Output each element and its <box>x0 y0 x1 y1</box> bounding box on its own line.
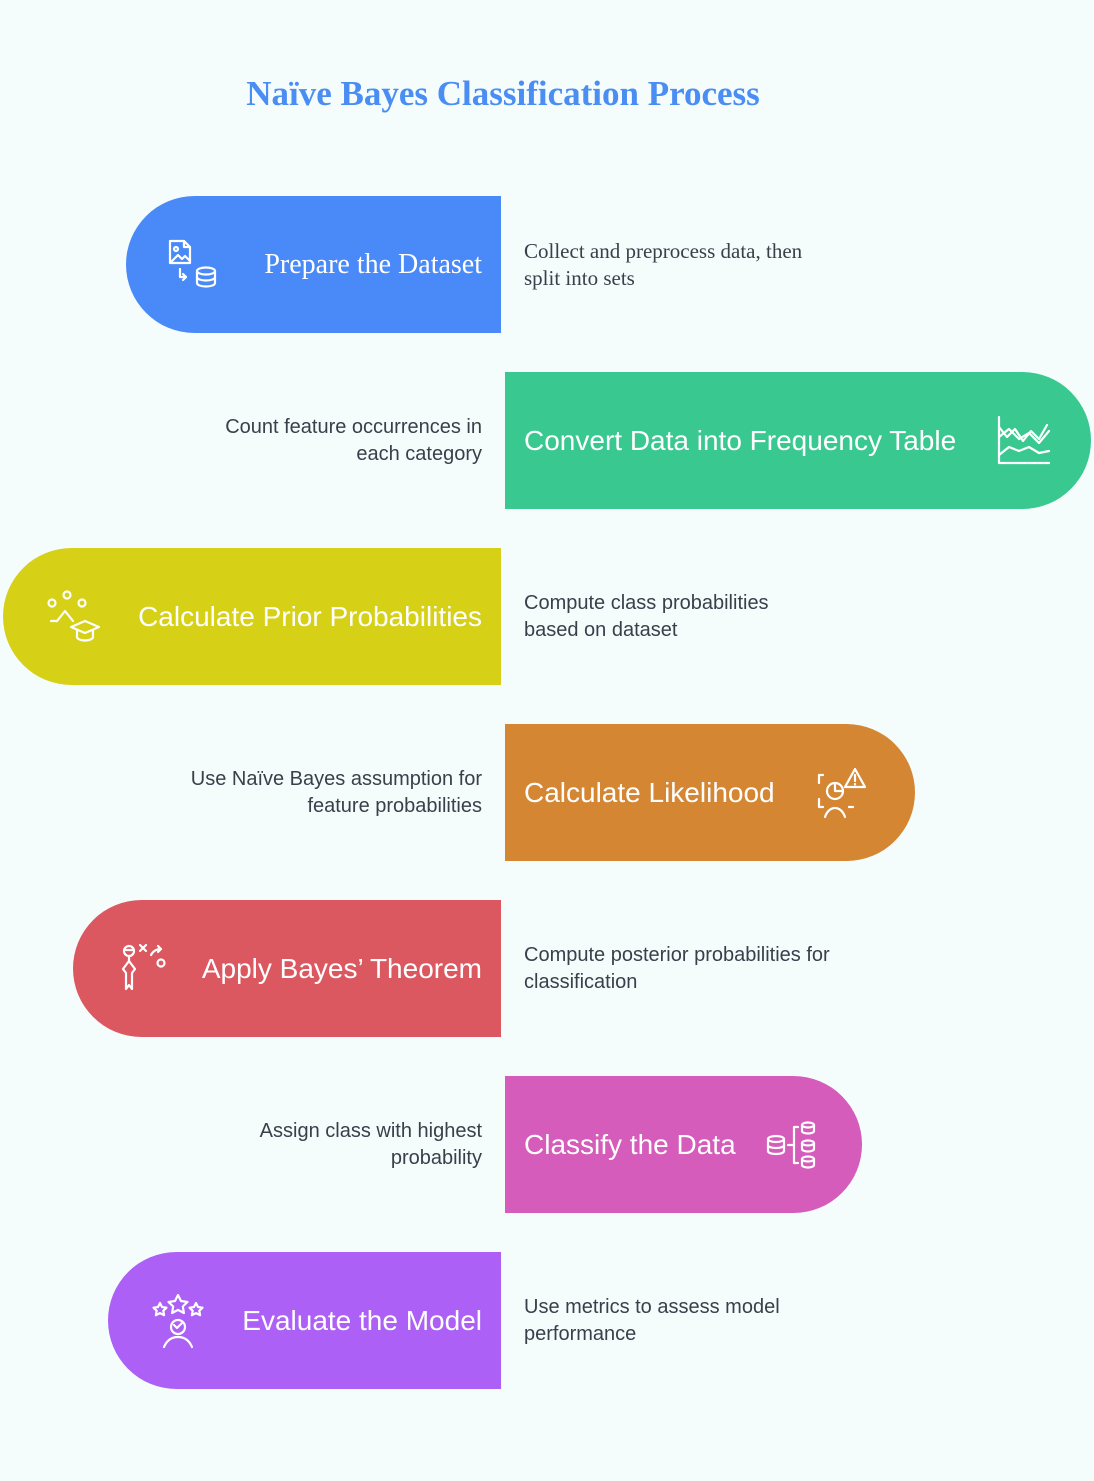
step-3-pill: Calculate Prior Probabilities <box>3 548 501 685</box>
step-2-description: Count feature occurrences in each catego… <box>225 416 482 465</box>
step-5-description: Compute posterior probabilities for clas… <box>524 944 830 993</box>
graduation-cap-network-icon <box>43 587 103 647</box>
person-stars-icon <box>148 1291 208 1351</box>
step-6-pill: Classify the Data <box>505 1076 862 1213</box>
step-7-description: Use metrics to assess model performance <box>524 1296 780 1345</box>
step-5-label: Apply Bayes’ Theorem <box>201 952 482 984</box>
step-6-label: Classify the Data <box>524 1128 736 1160</box>
step-1-description: Collect and preprocess data, then split … <box>524 239 803 290</box>
step-1-pill: Prepare the Dataset <box>126 196 501 333</box>
step-7-label: Evaluate the Model <box>242 1304 482 1336</box>
database-branch-icon <box>762 1115 822 1175</box>
step-3-label: Calculate Prior Probabilities <box>138 600 482 632</box>
person-alert-chart-icon <box>813 763 873 823</box>
step-4-description: Use Naïve Bayes assumption for feature p… <box>190 768 482 817</box>
line-chart-icon <box>993 411 1053 471</box>
step-4-pill: Calculate Likelihood <box>505 724 915 861</box>
page-title: Naïve Bayes Classification Process <box>246 74 760 113</box>
step-1-label: Prepare the Dataset <box>264 248 482 280</box>
step-2-label: Convert Data into Frequency Table <box>524 424 957 456</box>
strategy-person-icon <box>113 939 173 999</box>
step-2-pill: Convert Data into Frequency Table <box>505 372 1091 509</box>
step-7-pill: Evaluate the Model <box>108 1252 501 1389</box>
image-database-icon <box>162 235 222 295</box>
step-4-label: Calculate Likelihood <box>524 776 775 808</box>
step-6-description: Assign class with highest probability <box>259 1120 482 1169</box>
step-3-description: Compute class probabilities based on dat… <box>524 592 769 641</box>
step-5-pill: Apply Bayes’ Theorem <box>73 900 501 1037</box>
